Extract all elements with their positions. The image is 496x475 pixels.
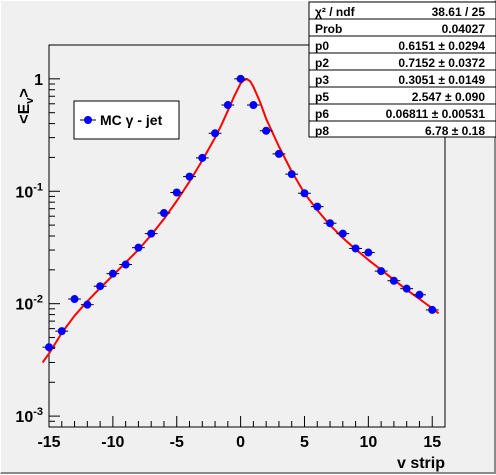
stats-label: p0 (315, 39, 329, 53)
data-point (134, 243, 143, 252)
stats-value: 38.61 / 25 (432, 5, 486, 19)
stats-box: χ² / ndf 38.61 / 25 Prob 0.04027 p0 0.6151 ± … (308, 1, 496, 138)
stats-label: Prob (315, 22, 342, 36)
stats-value: 6.78 ± 0.18 (425, 124, 485, 138)
data-point (377, 267, 386, 276)
y-tick-labels: 10-3 10-2 10-1 1 (15, 72, 43, 426)
data-point (313, 202, 322, 211)
data-point (70, 295, 79, 304)
data-point (96, 282, 105, 291)
y-axis-label-sub: v (24, 97, 36, 104)
legend: MC γ - jet (73, 100, 180, 140)
axis-ticks (48, 44, 446, 428)
stats-value: 0.04027 (442, 22, 486, 36)
data-point (428, 305, 437, 314)
data-point (389, 276, 398, 285)
x-tick-label: 0 (236, 434, 245, 451)
data-point (147, 229, 156, 238)
data-points (42, 74, 439, 352)
stats-value: 0.3051 ± 0.0149 (398, 73, 485, 87)
y-tick-label: 10-2 (15, 294, 43, 314)
data-point (185, 172, 194, 181)
data-point (121, 260, 130, 269)
data-point (83, 300, 92, 309)
data-point (45, 343, 53, 352)
x-tick-label: -15 (37, 434, 60, 451)
data-point (326, 219, 335, 228)
data-point (402, 284, 411, 293)
stats-label: χ² / ndf (315, 5, 356, 19)
x-tick-labels: -15 -10 -5 0 5 10 15 (37, 434, 441, 451)
data-point (415, 290, 424, 299)
y-axis-label-end: > (16, 88, 33, 97)
x-tick-label: 15 (423, 434, 441, 451)
legend-marker (84, 116, 92, 124)
data-point (351, 244, 360, 253)
data-point (172, 188, 181, 197)
data-point (364, 248, 373, 257)
stats-label: p3 (315, 73, 329, 87)
stats-value: 2.547 ± 0.090 (412, 90, 486, 104)
data-point (249, 101, 258, 110)
x-axis-label: v strip (397, 455, 445, 472)
data-point (338, 229, 347, 238)
x-tick-label: 5 (300, 434, 309, 451)
data-point (108, 269, 117, 278)
y-axis-label: <Ev> (16, 88, 36, 123)
data-point (198, 153, 207, 162)
data-point (236, 74, 245, 83)
data-point (300, 189, 309, 198)
x-tick-label: -10 (101, 434, 124, 451)
stats-label: p8 (315, 124, 329, 138)
y-tick-label: 1 (34, 72, 43, 89)
x-tick-label: 10 (359, 434, 377, 451)
data-point (223, 101, 232, 110)
y-tick-label: 10-1 (15, 181, 43, 201)
stats-label: p2 (315, 56, 329, 70)
data-point (262, 126, 271, 135)
data-point (287, 170, 296, 179)
data-point (274, 149, 283, 158)
legend-label: MC γ - jet (100, 112, 163, 128)
data-point (211, 129, 220, 138)
data-point (57, 327, 66, 336)
data-point (159, 209, 168, 218)
stats-value: 0.6151 ± 0.0294 (398, 39, 485, 53)
stats-label: p5 (315, 90, 329, 104)
y-tick-label: 10-3 (15, 406, 43, 426)
stats-value: 0.06811 ± 0.00531 (386, 107, 486, 121)
x-tick-label: -5 (170, 434, 184, 451)
y-axis-label-base: <E (16, 103, 33, 123)
stats-value: 0.7152 ± 0.0372 (398, 56, 485, 70)
stats-label: p6 (315, 107, 329, 121)
